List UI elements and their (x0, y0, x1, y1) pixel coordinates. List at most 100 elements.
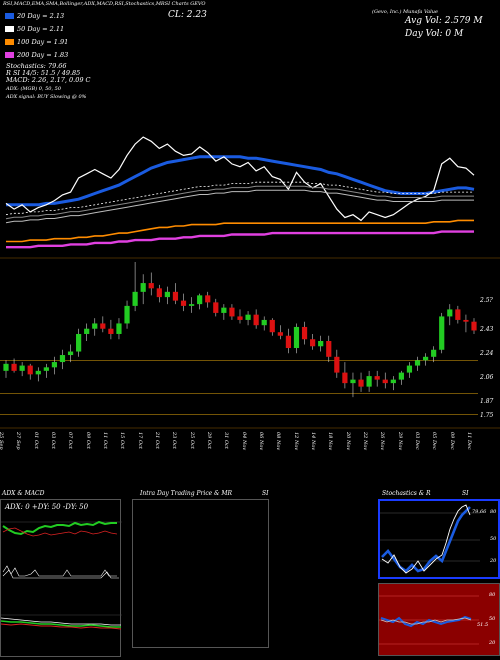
candle-body (100, 323, 106, 329)
bollinger-band-lower (5, 189, 474, 224)
date-label: 07 Oct (67, 432, 74, 449)
date-label: 01 Oct (32, 432, 39, 449)
candle-body (447, 309, 453, 317)
candle-body (172, 291, 179, 301)
candle-body (382, 379, 388, 384)
stoch-tick: 80 (490, 509, 497, 515)
price-label: 2.43 (480, 326, 494, 333)
candle-body (455, 309, 461, 320)
date-label: 05 Dec (431, 432, 438, 450)
adx-macd-lines (1, 520, 122, 630)
candle-body (261, 319, 267, 326)
legend-sma20: 20 Day = 2.13 (5, 12, 64, 20)
date-label: 18 Nov (327, 432, 334, 451)
ma-line-200-day (6, 230, 474, 249)
top-line: RSI,MACD,EMA,SMA,Bollinger,ADX,MACD,RSI,… (3, 1, 206, 7)
date-label: 31 Oct (223, 432, 230, 449)
intraday-panel (132, 499, 269, 648)
candle-body (156, 288, 162, 298)
date-label: 09 Dec (448, 432, 455, 450)
candle-body (92, 323, 98, 329)
stat-stochastics: Stochastics: 79.66 (6, 62, 67, 70)
close-label: CL: 2.23 (168, 10, 207, 20)
candle-body (310, 339, 316, 347)
legend-swatch (5, 13, 14, 19)
date-label: 17 Oct (136, 432, 143, 449)
date-label: 04 Nov (240, 432, 247, 451)
legend-swatch (5, 52, 14, 58)
stochastics-panel: 79.66 80 50 20 (378, 499, 500, 579)
company-name: (Gevo, Inc.) Munafa Value (372, 9, 438, 15)
date-label: 03 Oct (50, 432, 56, 449)
mrsi-tick: 50 (489, 616, 496, 622)
date-label: 11 Dec (466, 432, 472, 450)
ma-line-price-line (5, 136, 475, 222)
stat-adx: ADX: (MGB) 0, 50, 50 (6, 86, 61, 92)
candle-body (318, 341, 324, 347)
candle-body (11, 363, 17, 371)
date-label: 29 Oct (206, 432, 212, 449)
candle-body (76, 333, 82, 352)
candle-body (213, 302, 219, 313)
candle-body (59, 355, 66, 363)
candle-body (293, 326, 300, 349)
candle-body (84, 328, 90, 334)
candle-body (471, 321, 477, 331)
candle-body (326, 341, 332, 357)
candle-body (3, 363, 9, 371)
candle-body (221, 307, 227, 313)
legend-label: 100 Day = 1.91 (17, 38, 69, 46)
bollinger-band-mid (5, 185, 474, 220)
intra-panel-si: SI (262, 490, 269, 497)
candle-body (148, 283, 154, 289)
date-label: 27 Sep (15, 432, 22, 450)
candle-body (43, 367, 49, 371)
stoch-tick: 50 (490, 536, 497, 542)
candle-body (188, 304, 195, 306)
price-label: 1.75 (480, 412, 494, 419)
stat-rsi: R SI 14/5: 51.5 / 49.85 (6, 69, 81, 77)
candle-body (431, 349, 437, 357)
candle-body (67, 351, 74, 356)
candle-body (27, 365, 33, 375)
date-label: 03 Dec (414, 432, 420, 450)
mrsi-tick: 20 (489, 640, 496, 646)
candle-body (406, 365, 413, 373)
price-label: 1.87 (480, 398, 494, 405)
date-label: 06 Nov (258, 432, 264, 451)
price-label-top: 2.5? (480, 297, 493, 304)
mrsi-lines (379, 595, 479, 645)
stoch-tick: 20 (490, 558, 497, 564)
adx-values: ADX: 0 +DY: 50 -DY: 50 (5, 503, 89, 511)
candle-body (358, 379, 364, 387)
date-label: 29 Nov (396, 432, 403, 451)
legend-sma100: 100 Day = 1.91 (5, 38, 68, 46)
candle-body (205, 295, 211, 303)
candle-body (124, 305, 130, 324)
intra-panel-title: Intra Day Trading Price & MR (140, 490, 233, 497)
candle-body (108, 328, 114, 334)
candle-body (285, 335, 292, 349)
price-label: 2.24 (480, 350, 494, 357)
adx-macd-panel: ADX: 0 +DY: 50 -DY: 50 (0, 499, 122, 657)
date-label: 15 Oct (119, 432, 126, 449)
date-label: 23 Oct (171, 432, 178, 449)
candle-body (116, 323, 122, 334)
candle-body (245, 314, 251, 320)
candle-body (180, 300, 187, 306)
candle-body (342, 372, 348, 384)
candle-body (237, 316, 243, 320)
ma-line-20-day (6, 155, 475, 207)
legend-sma200: 200 Day = 1.83 (5, 51, 68, 59)
date-label: 26 Nov (379, 432, 386, 451)
candle-body (35, 370, 41, 375)
date-label: 21 Oct (154, 432, 160, 449)
candle-body (164, 291, 170, 298)
price-label: 2.06 (480, 374, 494, 381)
date-label: 20 Nov (344, 432, 351, 451)
candle-body (51, 362, 58, 368)
candle-body (414, 360, 421, 366)
candle-body (350, 379, 356, 384)
stoch-value: 79.66 (472, 509, 487, 515)
